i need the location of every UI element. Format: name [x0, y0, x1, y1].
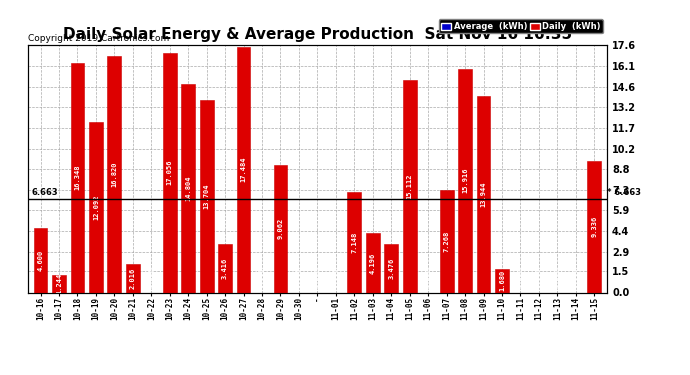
Title: Daily Solar Energy & Average Production  Sat Nov 16 16:35: Daily Solar Energy & Average Production …	[63, 27, 572, 42]
Text: 0.000: 0.000	[333, 267, 339, 288]
Bar	[403, 80, 417, 292]
Text: 4.600: 4.600	[37, 249, 43, 271]
Text: 0.000: 0.000	[536, 267, 542, 288]
Bar	[126, 264, 140, 292]
Text: 9.336: 9.336	[591, 216, 598, 237]
Bar	[181, 84, 195, 292]
Bar	[89, 123, 103, 292]
Text: 0.000: 0.000	[148, 267, 155, 288]
Text: 3.416: 3.416	[222, 258, 228, 279]
Bar	[458, 69, 472, 292]
Text: 0.000: 0.000	[554, 267, 560, 288]
Text: 17.056: 17.056	[167, 160, 172, 185]
Bar	[440, 190, 453, 292]
Text: 12.092: 12.092	[93, 195, 99, 220]
Bar	[273, 165, 288, 292]
Bar	[587, 161, 601, 292]
Bar	[366, 234, 380, 292]
Bar	[108, 56, 121, 292]
Text: Copyright 2019 Cartronics.com: Copyright 2019 Cartronics.com	[28, 33, 169, 42]
Text: 0.000: 0.000	[518, 267, 524, 288]
Text: 0.000: 0.000	[425, 267, 431, 288]
Text: 0.000: 0.000	[573, 267, 579, 288]
Bar	[347, 192, 362, 292]
Text: 4.196: 4.196	[370, 252, 376, 274]
Bar	[384, 244, 398, 292]
Text: 13.704: 13.704	[204, 183, 210, 209]
Text: 1.244: 1.244	[56, 273, 62, 294]
Text: 14.804: 14.804	[185, 176, 191, 201]
Bar	[237, 46, 250, 292]
Text: 9.062: 9.062	[277, 218, 284, 239]
Bar	[163, 53, 177, 292]
Text: * 6.663: * 6.663	[607, 188, 641, 197]
Text: 7.148: 7.148	[351, 232, 357, 253]
Text: 0.000: 0.000	[296, 267, 302, 288]
Text: 17.484: 17.484	[241, 157, 246, 182]
Bar	[199, 100, 214, 292]
Text: 15.916: 15.916	[462, 168, 468, 194]
Bar	[70, 63, 84, 292]
Text: 2.016: 2.016	[130, 268, 136, 289]
Bar	[52, 275, 66, 292]
Text: 0.000: 0.000	[259, 267, 265, 288]
Text: 0.000: 0.000	[315, 267, 320, 288]
Legend: Average  (kWh), Daily  (kWh): Average (kWh), Daily (kWh)	[439, 20, 603, 33]
Bar	[218, 244, 232, 292]
Text: 7.268: 7.268	[444, 231, 450, 252]
Bar	[495, 269, 509, 292]
Text: 3.476: 3.476	[388, 257, 394, 279]
Text: 6.663: 6.663	[31, 188, 58, 197]
Text: 13.944: 13.944	[480, 182, 486, 207]
Text: 16.820: 16.820	[111, 162, 117, 187]
Bar	[477, 96, 491, 292]
Text: 15.112: 15.112	[406, 174, 413, 199]
Bar	[34, 228, 48, 292]
Text: 16.348: 16.348	[75, 165, 81, 190]
Text: 1.680: 1.680	[499, 270, 505, 291]
